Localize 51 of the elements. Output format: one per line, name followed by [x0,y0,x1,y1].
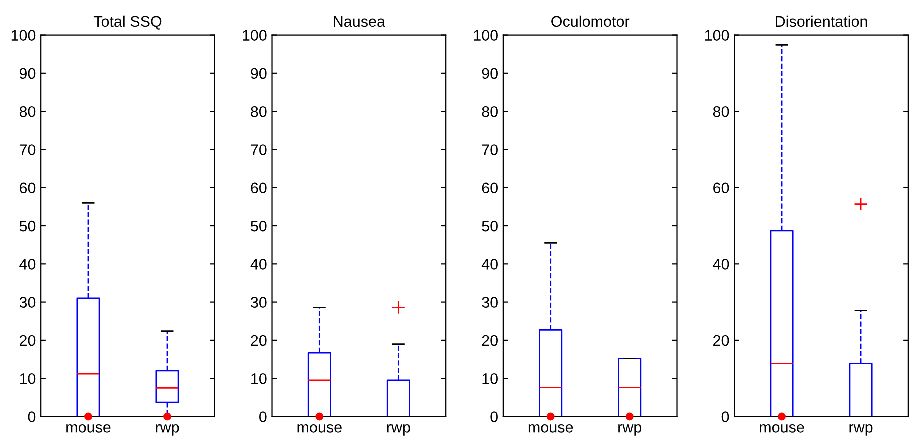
y-tick-label: 80 [482,106,498,118]
y-tick-label: 90 [20,68,36,80]
y-tick-label: 50 [482,220,498,232]
y-tick-label: 70 [482,144,498,156]
chart-title: Disorientation [776,16,868,28]
y-tick-label: 70 [20,144,36,156]
y-tick-label: 60 [482,182,498,194]
y-tick-label: 50 [251,220,267,232]
x-tick-label: mouse [760,424,804,433]
y-tick-label: 20 [714,335,730,346]
y-tick-label: 0 [490,412,498,422]
y-tick-label: 0 [28,412,36,422]
y-tick-label: 100 [243,30,267,41]
y-tick-label: 40 [482,259,498,270]
y-tick-label: 30 [250,297,267,308]
y-tick-label: 90 [251,68,267,80]
y-tick-label: 40 [250,259,267,270]
y-tick-label: 30 [20,297,36,308]
y-tick-label: 60 [714,182,730,194]
x-tick-label: rwp [156,424,180,436]
y-tick-label: 10 [20,373,36,384]
x-tick-label: mouse [298,424,342,433]
y-tick-label: 60 [20,182,36,194]
y-tick-label: 90 [482,68,498,80]
y-tick-label: 10 [252,373,267,384]
y-tick-label: 60 [251,182,267,194]
x-tick-label: rwp [618,424,642,436]
chart-title: Nausea [334,16,386,28]
x-tick-label: mouse [528,424,574,433]
y-tick-label: 20 [482,335,498,346]
y-tick-label: 20 [20,335,36,346]
y-tick-label: 30 [482,297,498,308]
y-tick-label: 80 [251,106,267,118]
y-tick-label: 100 [12,30,36,41]
y-tick-label: 10 [482,373,498,384]
y-tick-label: 100 [474,30,498,41]
y-tick-label: 80 [713,106,730,118]
y-tick-label: 40 [20,259,36,270]
y-tick-label: 40 [713,259,730,270]
y-tick-label: 0 [722,412,730,422]
y-tick-label: 70 [251,144,267,156]
y-tick-label: 100 [705,30,730,41]
chart-title: Oculomotor [552,16,630,28]
y-tick-label: 20 [251,335,267,346]
y-tick-label: 0 [260,412,267,422]
y-tick-label: 50 [20,220,36,232]
x-tick-label: rwp [387,424,410,436]
chart-title: Total SSQ [94,16,162,30]
y-tick-label: 80 [20,106,36,118]
x-tick-label: rwp [850,424,873,436]
x-tick-label: mouse [66,424,111,433]
